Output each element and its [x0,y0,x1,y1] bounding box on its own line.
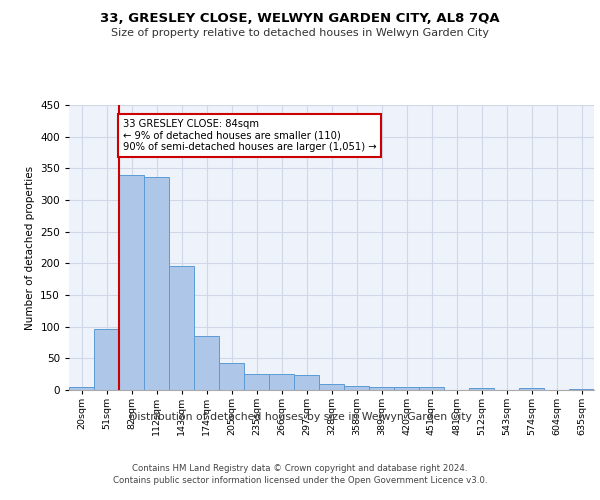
Bar [269,374,294,390]
Y-axis label: Number of detached properties: Number of detached properties [25,166,35,330]
Bar [69,387,94,390]
Bar [244,374,269,390]
Text: Contains public sector information licensed under the Open Government Licence v3: Contains public sector information licen… [113,476,487,485]
Bar [394,388,419,390]
Text: Distribution of detached houses by size in Welwyn Garden City: Distribution of detached houses by size … [128,412,472,422]
Bar [169,266,194,390]
Text: Size of property relative to detached houses in Welwyn Garden City: Size of property relative to detached ho… [111,28,489,38]
Text: 33, GRESLEY CLOSE, WELWYN GARDEN CITY, AL8 7QA: 33, GRESLEY CLOSE, WELWYN GARDEN CITY, A… [100,12,500,26]
Bar [144,176,169,390]
Bar [469,388,494,390]
Bar [294,375,319,390]
Bar [344,386,369,390]
Bar [94,328,119,390]
Bar [519,388,544,390]
Bar [319,384,344,390]
Text: 33 GRESLEY CLOSE: 84sqm
← 9% of detached houses are smaller (110)
90% of semi-de: 33 GRESLEY CLOSE: 84sqm ← 9% of detached… [123,119,376,152]
Bar [219,364,244,390]
Bar [419,387,444,390]
Text: Contains HM Land Registry data © Crown copyright and database right 2024.: Contains HM Land Registry data © Crown c… [132,464,468,473]
Bar [119,174,144,390]
Bar [194,336,219,390]
Bar [369,388,394,390]
Bar [569,388,594,390]
